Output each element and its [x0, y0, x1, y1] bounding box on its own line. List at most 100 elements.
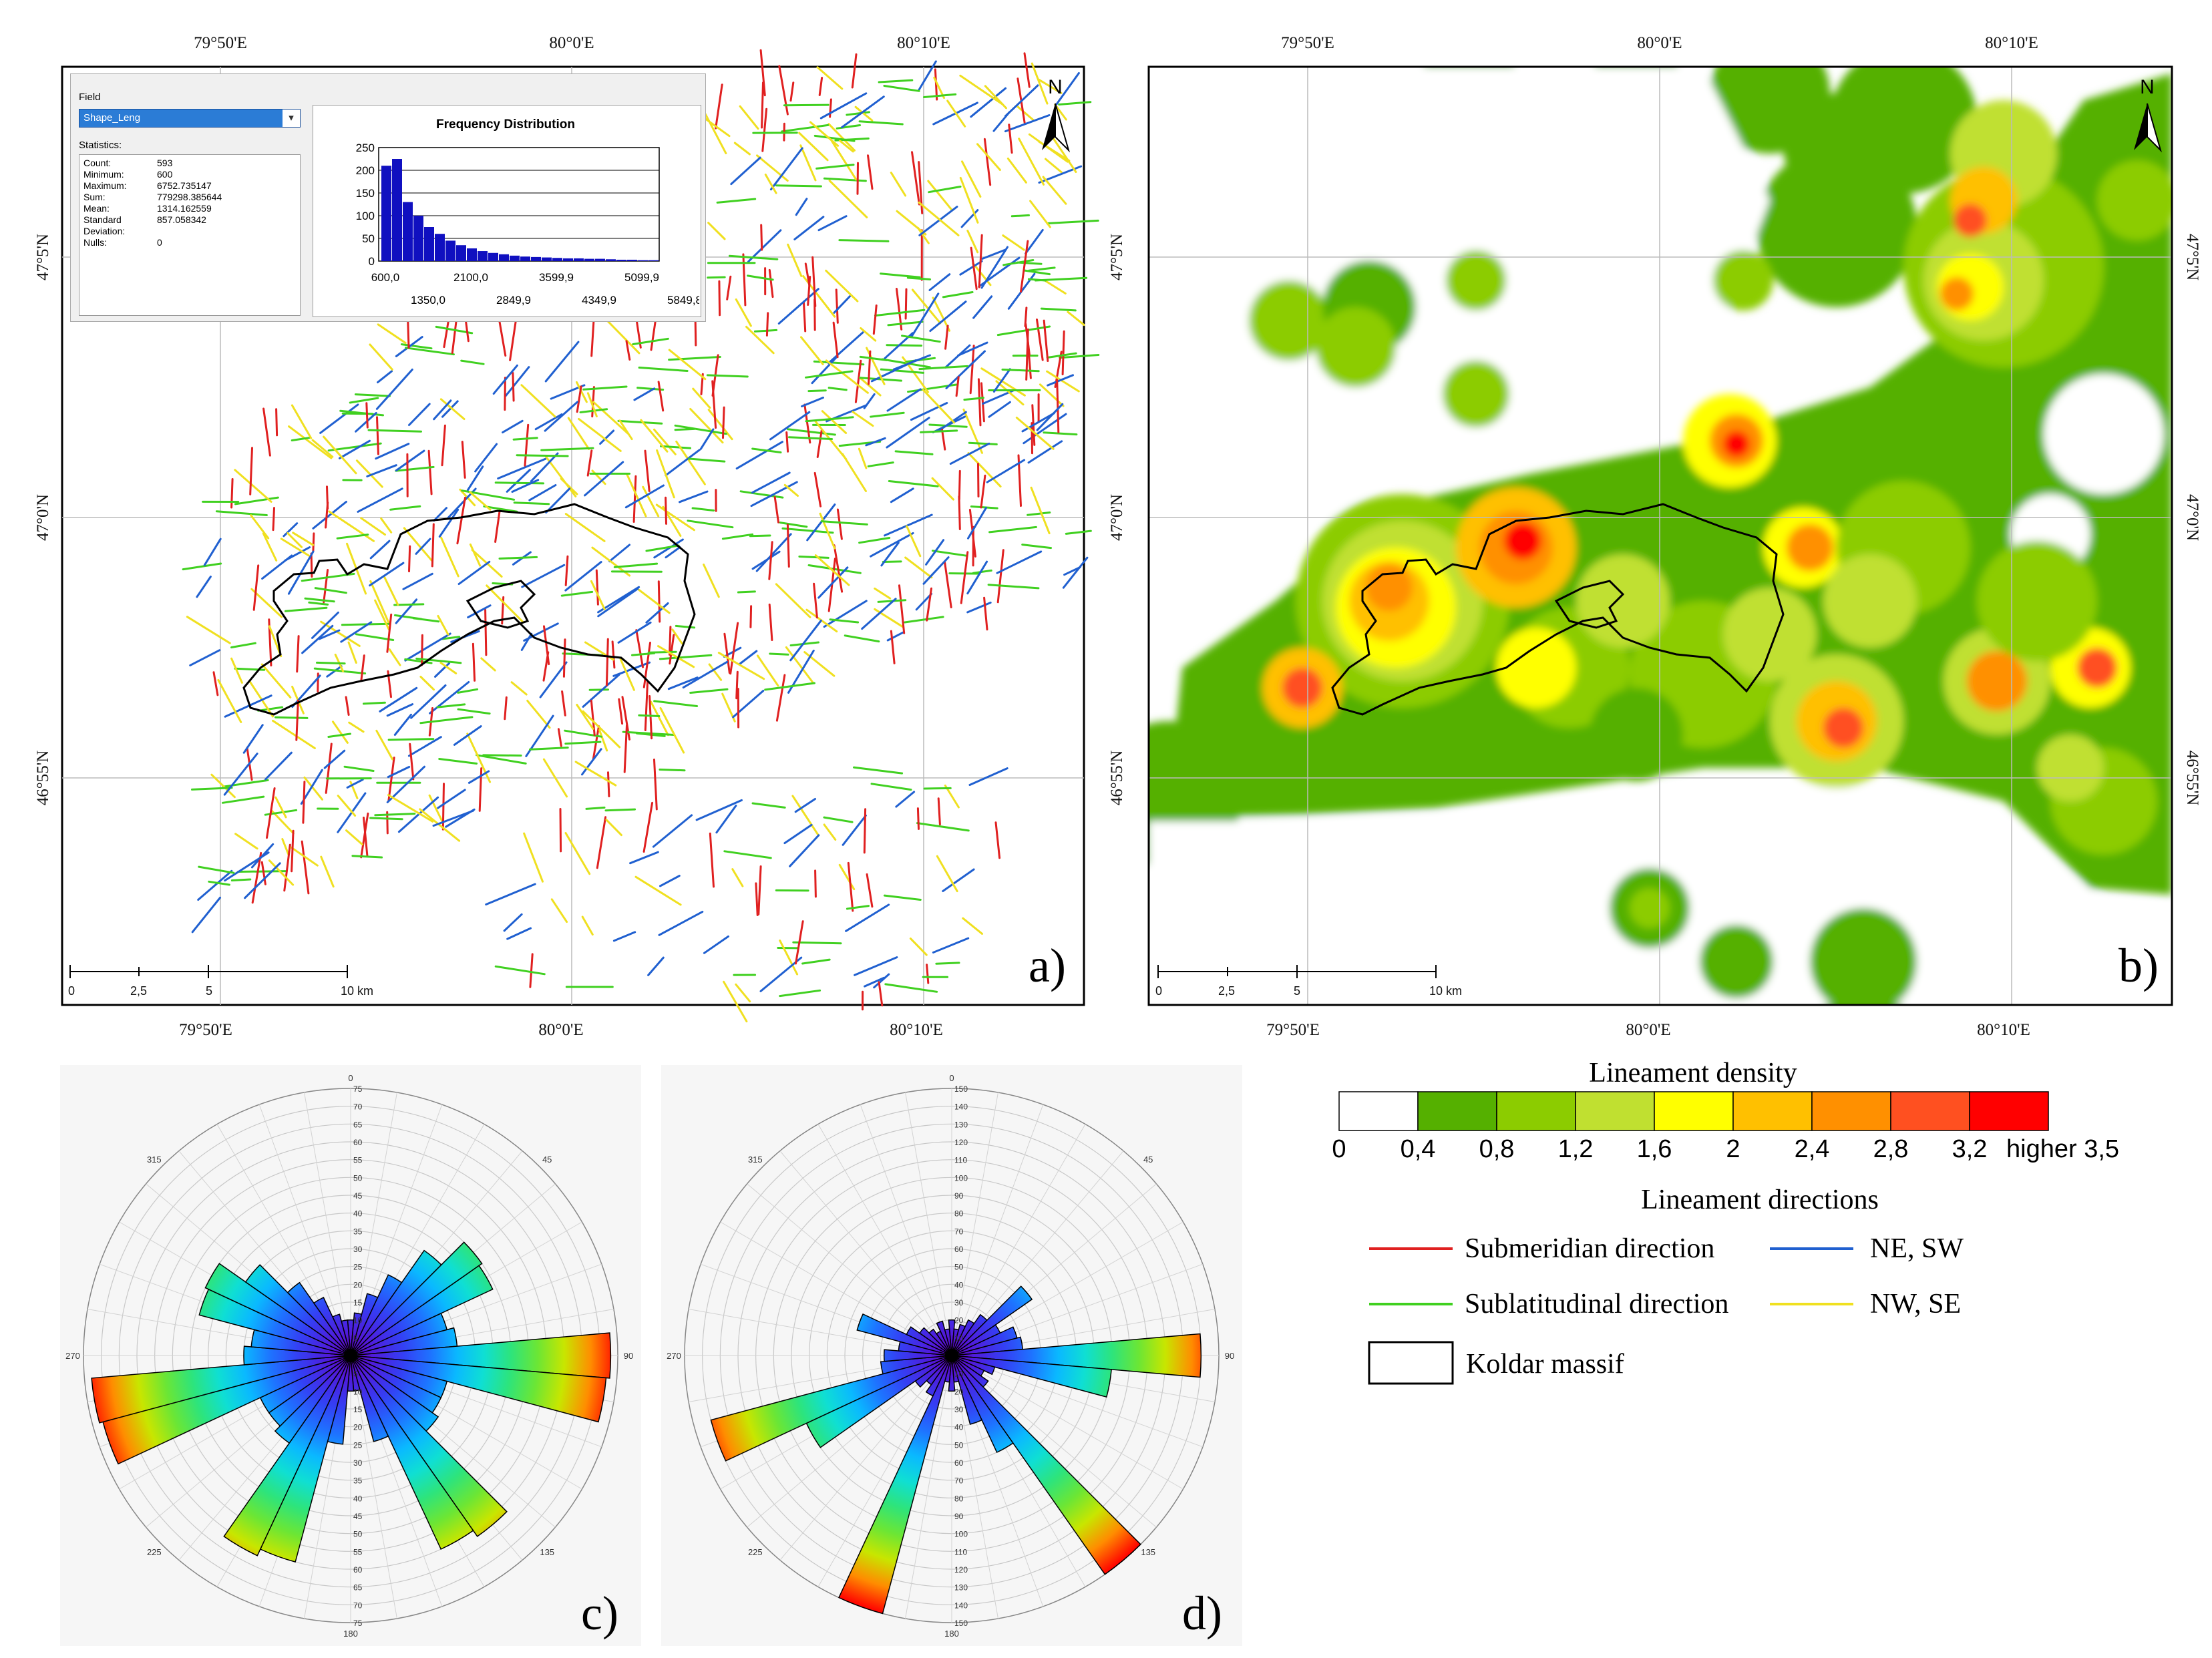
lineament — [343, 765, 375, 772]
rose-axis-label: 0 — [348, 1073, 353, 1083]
lineament — [291, 437, 311, 441]
lineament — [506, 927, 532, 940]
lineament — [320, 855, 335, 888]
lineament — [387, 738, 435, 741]
direction-label: NW, SE — [1870, 1289, 1961, 1319]
rose-tick-label: 40 — [353, 1209, 363, 1219]
stat-key: Nulls: — [83, 237, 108, 248]
lineament — [355, 633, 395, 641]
lineament — [332, 720, 349, 744]
lineament — [474, 443, 498, 473]
histogram-bar — [413, 216, 423, 261]
lineament — [198, 865, 235, 874]
lineament — [1017, 106, 1035, 122]
rose-tick-label: 75 — [353, 1084, 363, 1094]
lineament — [1001, 369, 1040, 373]
rose-tick-label: 30 — [353, 1458, 363, 1468]
lineament — [689, 408, 724, 444]
histogram-bar — [584, 258, 594, 261]
lineament — [357, 487, 403, 513]
rose-petal — [350, 1355, 607, 1423]
rose-tick-label: 10 — [954, 1370, 964, 1379]
lineament — [369, 562, 405, 587]
lineament — [827, 123, 856, 152]
lineament — [760, 224, 763, 251]
lineament — [814, 554, 850, 586]
rose-tick-label: 140 — [954, 1102, 968, 1112]
lineament — [709, 832, 715, 888]
histogram-bar — [627, 259, 637, 261]
lineament — [959, 176, 979, 224]
lat-labels-a: 47°5'N 47°0'N 46°55'N — [34, 234, 52, 805]
lineament — [485, 883, 536, 905]
histogram-y-tick: 0 — [369, 255, 375, 268]
lineament — [653, 700, 699, 707]
lineament — [624, 484, 665, 509]
lineament — [988, 401, 1011, 418]
lineament — [323, 569, 329, 604]
rose-tick-label: 30 — [353, 1245, 363, 1254]
lineament — [671, 628, 683, 645]
lineament — [820, 520, 868, 526]
svg-text:0: 0 — [68, 984, 75, 998]
lineament — [1025, 328, 1029, 381]
rose-petal — [350, 1241, 483, 1356]
lineament — [841, 95, 885, 129]
rose-petal — [274, 1355, 351, 1444]
lineament — [751, 471, 791, 494]
lineament — [440, 536, 459, 578]
svg-text:47°5'N: 47°5'N — [34, 234, 52, 280]
lineament — [996, 549, 1004, 604]
histogram-x-tick: 600,0 — [371, 271, 400, 284]
lineament — [237, 870, 287, 873]
lineament — [408, 545, 411, 573]
lineament — [320, 620, 361, 647]
rose-petal — [350, 1265, 494, 1356]
lineament — [290, 846, 319, 867]
lineament — [649, 695, 653, 740]
lineament — [955, 376, 960, 397]
rose-petal — [856, 1313, 952, 1356]
lineament — [234, 469, 272, 503]
lineament — [880, 272, 921, 278]
lineament — [783, 103, 830, 107]
lineament — [582, 673, 620, 708]
lineament — [186, 616, 231, 644]
lineament — [439, 398, 466, 420]
lineament — [838, 863, 856, 891]
lineament — [874, 308, 926, 317]
lineament — [717, 652, 765, 680]
field-dropdown[interactable]: Shape_Leng ▾ — [79, 109, 301, 128]
lineament — [886, 417, 930, 449]
lineament — [379, 686, 418, 712]
lineament — [986, 459, 1026, 483]
density-blob — [2077, 648, 2117, 688]
lineament — [437, 615, 449, 636]
lineament — [864, 976, 886, 988]
svg-text:0: 0 — [1155, 984, 1162, 998]
koldar-massif-outline-b — [1331, 503, 1785, 716]
lineament — [345, 696, 350, 716]
lineament — [761, 81, 764, 129]
scale-bar-a: 0 2,5 5 10 km — [68, 965, 373, 998]
lineament — [675, 440, 706, 485]
density-blob — [1590, 688, 1683, 781]
lineament — [934, 68, 938, 101]
rose-tick-label: 5 — [353, 1333, 358, 1343]
lineament — [576, 704, 594, 730]
lineament — [544, 401, 578, 432]
lineament — [653, 759, 658, 811]
panel-d-rose-length: 1501501401401301301201201101101001009090… — [661, 1065, 1242, 1646]
lineament — [203, 538, 222, 566]
lineament — [801, 397, 824, 407]
histogram-bar — [638, 260, 648, 261]
lineament — [970, 246, 978, 290]
lineament — [611, 640, 616, 669]
lineament — [404, 632, 451, 662]
lineament — [901, 335, 941, 343]
lineament — [486, 584, 524, 623]
density-tick-label: 0 — [1332, 1135, 1346, 1163]
rose-petal — [332, 1313, 351, 1356]
lineament — [1046, 370, 1080, 393]
lineament — [968, 767, 1008, 786]
